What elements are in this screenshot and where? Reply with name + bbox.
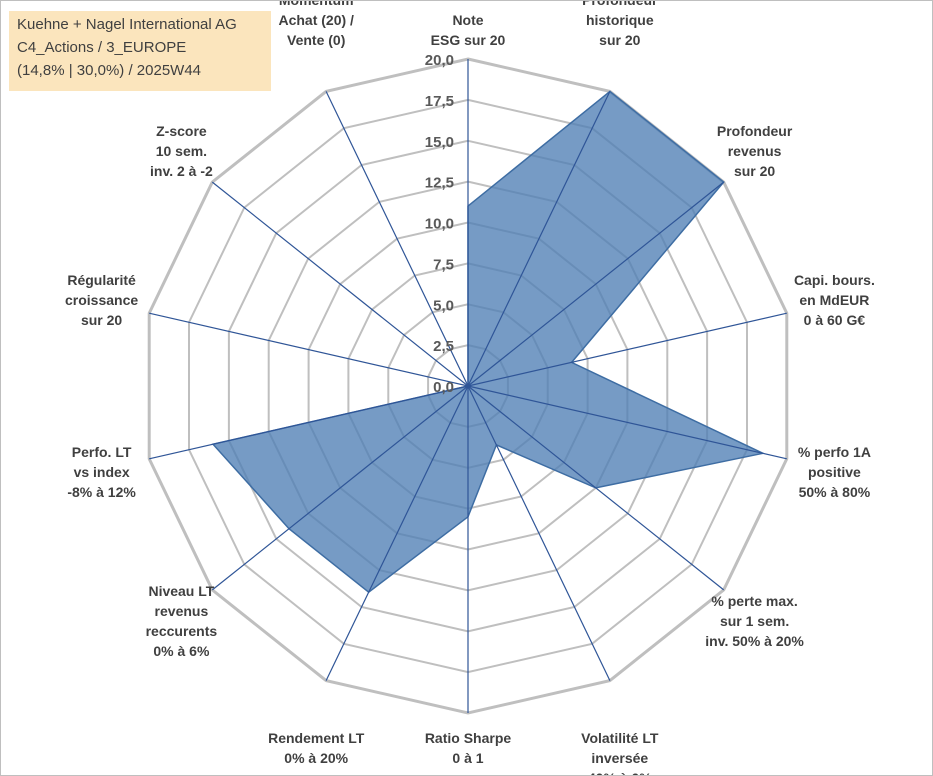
axis-label-10-line-1: vs index [74,464,130,480]
axis-label-1-line-2: sur 20 [599,32,640,48]
tick-label-0: 0,0 [433,379,454,396]
spoke-6 [467,385,611,681]
axis-label-10-line-0: Perfo. LT [72,444,132,460]
axis-label-13-line-2: Vente (0) [287,32,345,48]
tick-label-1: 2,5 [433,338,454,355]
spoke-2 [467,181,725,387]
axis-label-12-line-1: 10 sem. [156,143,207,159]
axis-label-6-line-1: inversée [591,750,648,766]
axis-label-3: Capi. bours. en MdEUR 0 à 60 G€ [794,272,875,328]
axis-label-4-line-2: 50% à 80% [799,484,871,500]
spoke-13 [325,91,469,387]
tick-label-5: 12,5 [425,175,454,192]
spoke-8 [325,385,469,681]
axis-label-8-line-0: Rendement LT [268,730,365,746]
axis-label-5-line-2: inv. 50% à 20% [705,633,804,649]
axis-label-12-line-2: inv. 2 à -2 [150,163,213,179]
axis-label-12: Z-score 10 sem. inv. 2 à -2 [150,123,213,179]
axis-label-11: Régularité croissance sur 20 [65,272,138,328]
tick-label-8: 20,0 [425,52,454,69]
axis-label-2: Profondeur revenus sur 20 [717,123,793,179]
title-company: Kuehne + Nagel International AG [17,16,237,33]
axis-label-layer: Note ESG sur 20 Profondeur historique sur 20… [65,1,875,775]
axis-label-4-line-1: positive [808,464,861,480]
spoke-layer [149,59,787,713]
title-period: (14,8% | 30,0%) / 2025W44 [17,62,201,79]
axis-label-7-line-1: 0 à 1 [452,750,483,766]
axis-label-9-line-2: reccurents [146,623,218,639]
tick-label-3: 7,5 [433,256,454,273]
axis-label-5: % perte max. sur 1 sem. inv. 50% à 20% [705,593,804,649]
spoke-10 [149,385,469,460]
axis-label-3-line-1: en MdEUR [799,292,869,308]
axis-label-0-line-1: ESG sur 20 [431,32,506,48]
axis-label-11-line-0: Régularité [67,272,136,288]
tick-label-6: 15,0 [425,134,454,151]
spoke-12 [211,181,469,387]
axis-label-4: % perfo 1A positive 50% à 80% [798,444,871,500]
axis-label-10-line-2: -8% à 12% [67,484,136,500]
axis-label-2-line-1: revenus [728,143,782,159]
axis-label-13: Momentum Achat (20) / Vente (0) [278,1,354,48]
spoke-3 [467,312,787,387]
axis-label-7-line-0: Ratio Sharpe [425,730,512,746]
tick-label-2: 5,0 [433,297,454,314]
title-category: C4_Actions / 3_EUROPE [17,39,187,56]
spoke-4 [467,385,787,460]
axis-label-5-line-0: % perte max. [711,593,797,609]
spoke-1 [467,91,611,387]
axis-label-9-line-1: revenus [155,603,209,619]
axis-label-1-line-1: historique [586,12,654,28]
axis-label-11-line-2: sur 20 [81,312,122,328]
axis-label-6-line-2: 40% à 0% [588,770,652,775]
axis-label-9: Niveau LT revenus reccurents 0% à 6% [146,583,218,659]
axis-label-9-line-3: 0% à 6% [153,643,210,659]
axis-label-0-line-0: Note [452,12,483,28]
axis-label-10: Perfo. LT vs index -8% à 12% [67,444,136,500]
axis-label-1-line-0: Profondeur [582,1,658,8]
axis-label-3-line-2: 0 à 60 G€ [804,312,866,328]
tick-label-layer: 0,0 2,5 5,0 7,5 10,0 12,5 15,0 17,5 20,0 [425,52,454,396]
axis-label-5-line-1: sur 1 sem. [720,613,789,629]
axis-label-2-line-2: sur 20 [734,163,775,179]
axis-label-9-line-0: Niveau LT [148,583,214,599]
axis-label-4-line-0: % perfo 1A [798,444,871,460]
axis-label-11-line-1: croissance [65,292,138,308]
axis-label-8: Rendement LT 0% à 20% [268,730,365,766]
axis-label-13-line-1: Achat (20) / [278,12,354,28]
axis-label-3-line-0: Capi. bours. [794,272,875,288]
axis-label-12-line-0: Z-score [156,123,207,139]
axis-label-8-line-1: 0% à 20% [284,750,348,766]
axis-label-1: Profondeur historique sur 20 [582,1,658,48]
chart-title-box: Kuehne + Nagel International AG C4_Actio… [9,11,271,91]
spoke-11 [149,312,469,387]
tick-label-7: 17,5 [425,93,454,110]
spoke-9 [211,385,469,591]
tick-label-4: 10,0 [425,216,454,233]
axis-label-13-line-0: Momentum [279,1,354,8]
axis-label-0: Note ESG sur 20 [431,12,506,48]
spoke-5 [467,385,725,591]
axis-label-7: Ratio Sharpe 0 à 1 [425,730,512,766]
axis-label-2-line-0: Profondeur [717,123,793,139]
axis-label-6: Volatilité LT inversée 40% à 0% [581,730,659,775]
axis-label-6-line-0: Volatilité LT [581,730,659,746]
